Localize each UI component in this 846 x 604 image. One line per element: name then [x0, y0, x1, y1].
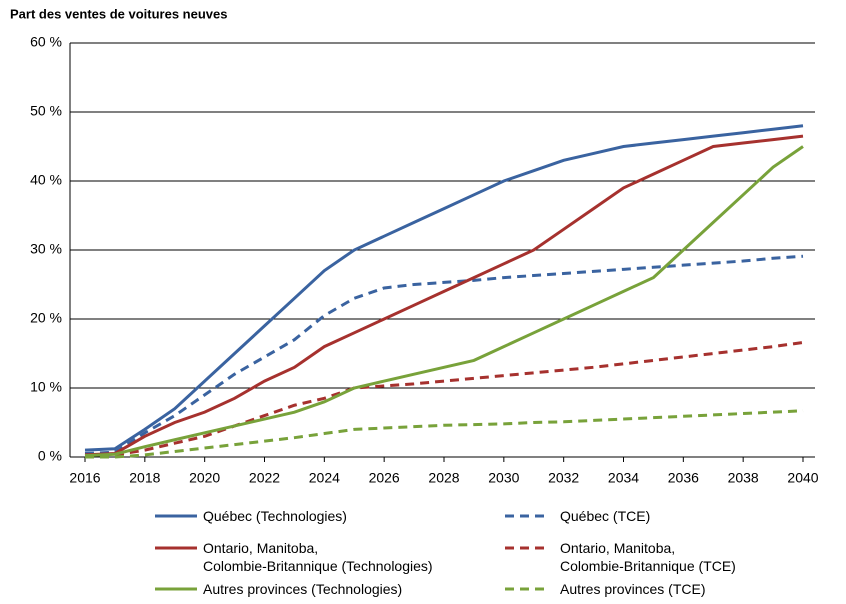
legend-label: Québec (TCE) [560, 508, 651, 524]
x-tick-label: 2034 [608, 470, 639, 486]
series-line [84, 134, 804, 457]
x-tick-label: 2016 [69, 470, 100, 486]
series-line [84, 124, 804, 452]
x-tick-label: 2032 [548, 470, 579, 486]
x-tick-label: 2020 [189, 470, 220, 486]
x-tick-label: 2022 [249, 470, 280, 486]
x-tick-label: 2030 [488, 470, 519, 486]
series-line [84, 145, 804, 458]
x-tick-label: 2040 [787, 470, 818, 486]
legend-label: Autres provinces (Technologies) [203, 581, 403, 597]
y-tick-label: 20 % [30, 310, 62, 326]
legend-label: Autres provinces (TCE) [560, 581, 706, 597]
y-tick-label: 60 % [30, 34, 62, 50]
series-line [84, 254, 804, 456]
y-tick-label: 10 % [30, 379, 62, 395]
x-tick-label: 2026 [369, 470, 400, 486]
legend-label: Ontario, Manitoba, Colombie-Britannique … [560, 540, 736, 574]
x-tick-label: 2024 [309, 470, 340, 486]
y-tick-label: 0 % [38, 448, 62, 464]
x-tick-label: 2018 [129, 470, 160, 486]
x-tick-label: 2038 [728, 470, 759, 486]
legend-label: Québec (Technologies) [203, 508, 347, 524]
y-tick-label: 50 % [30, 103, 62, 119]
x-tick-label: 2028 [428, 470, 459, 486]
series-line [84, 340, 804, 458]
y-axis-label: Part des ventes de voitures neuves [10, 6, 227, 21]
series-line [85, 409, 804, 459]
y-tick-label: 30 % [30, 241, 62, 257]
x-tick-label: 2036 [668, 470, 699, 486]
y-tick-label: 40 % [30, 172, 62, 188]
legend-label: Ontario, Manitoba, Colombie-Britannique … [203, 540, 433, 574]
